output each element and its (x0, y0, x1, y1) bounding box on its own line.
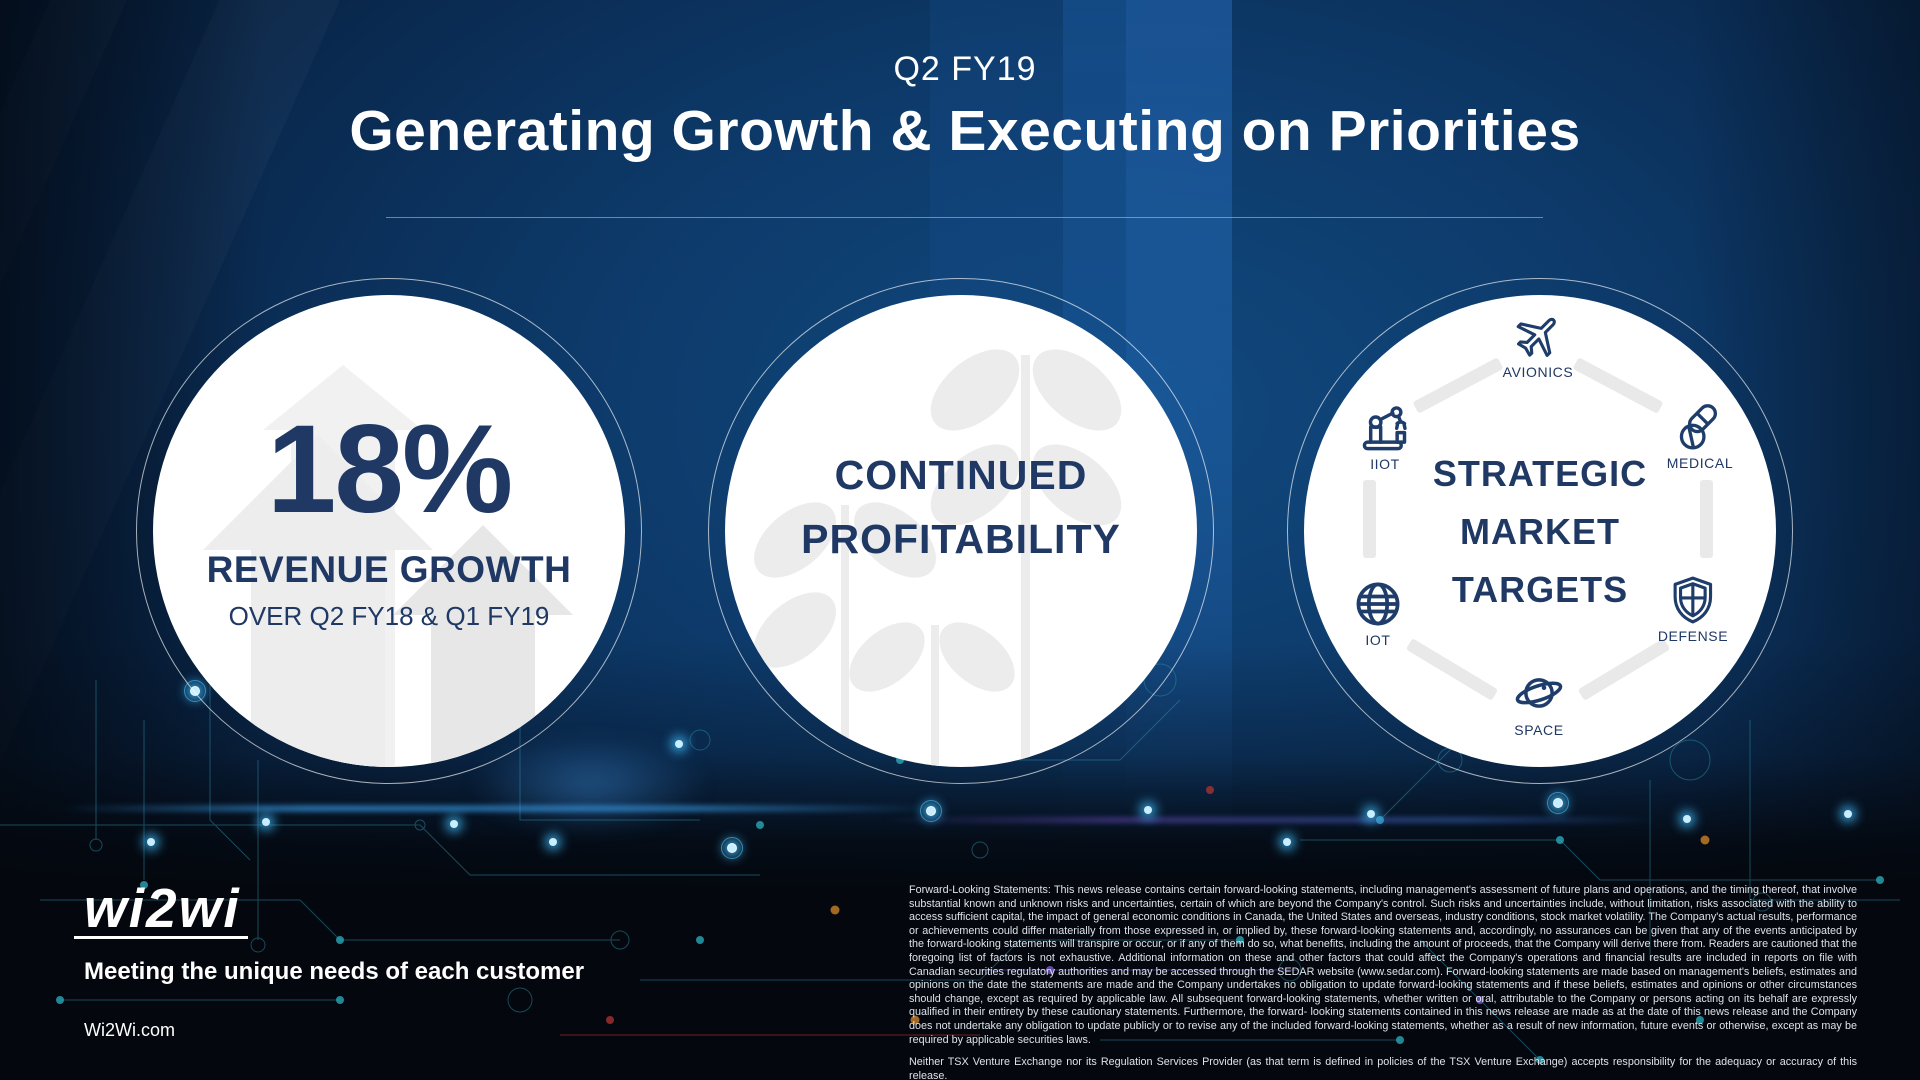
strategic-targets-card: STRATEGIC MARKET TARGETS AVIONICS (1287, 278, 1793, 784)
market-medical: MEDICAL (1667, 402, 1733, 471)
market-avionics: AVIONICS (1503, 311, 1574, 380)
title-divider-line (386, 217, 1543, 218)
growth-arrows-decoration (203, 365, 573, 767)
glow-dot (450, 820, 458, 828)
glow-streak (60, 806, 940, 811)
robot-arm-icon (1362, 406, 1407, 451)
revenue-growth-card: 18% REVENUE GROWTH OVER Q2 FY18 & Q1 FY1… (136, 278, 642, 784)
profitability-line1: CONTINUED (834, 452, 1088, 498)
glow-dot (1144, 806, 1152, 814)
market-label: AVIONICS (1502, 364, 1574, 380)
glow-dot (675, 740, 683, 748)
slide-eyebrow: Q2 FY19 (893, 50, 1037, 88)
hexagon-segment (1405, 638, 1499, 701)
slide-title: Generating Growth & Executing on Priorit… (349, 99, 1581, 163)
market-iot: IOT (1353, 579, 1403, 648)
market-label: IOT (1365, 632, 1391, 648)
glow-dot (147, 838, 155, 846)
hexagon-segment (1700, 480, 1713, 558)
glow-dot (920, 800, 942, 822)
glow-dot (262, 818, 270, 826)
shield-icon (1673, 576, 1713, 624)
market-label: SPACE (1514, 722, 1564, 738)
forward-looking-statements-paragraph: Forward-Looking Statements: This news re… (909, 884, 1857, 1046)
market-label: IIOT (1370, 456, 1400, 472)
hexagon-segment (1577, 638, 1671, 701)
profitability-line2: PROFITABILITY (801, 516, 1121, 562)
glow-dot (1683, 815, 1691, 823)
hexagon-segment (1572, 357, 1664, 414)
glow-dot (549, 838, 557, 846)
glow-dot (1283, 838, 1291, 846)
glow-dot (1844, 810, 1852, 818)
plant-leaves-decoration (754, 349, 1122, 767)
airplane-icon (1516, 317, 1557, 358)
profitability-card: CONTINUED PROFITABILITY (708, 278, 1214, 784)
market-iiot: IIOT (1359, 401, 1411, 472)
legal-disclaimer: Forward-Looking Statements: This news re… (909, 884, 1857, 1080)
logo-underline (74, 936, 248, 939)
glow-dot (1547, 792, 1569, 814)
revenue-growth-label: REVENUE GROWTH (206, 549, 572, 590)
bokeh-glow (470, 735, 710, 835)
globe-icon (1356, 582, 1400, 626)
glow-dot (721, 837, 743, 859)
planet-icon (1515, 678, 1563, 708)
glow-dot (1367, 810, 1375, 818)
targets-title-line3: TARGETS (1451, 569, 1629, 610)
glow-dot (184, 680, 206, 702)
hexagon-segment (1412, 357, 1504, 414)
pills-icon (1680, 404, 1718, 450)
revenue-growth-stat: 18% (266, 400, 513, 539)
market-defense: DEFENSE (1658, 575, 1728, 644)
wi2wi-logo: wi2wi (84, 877, 241, 939)
tsx-disclaimer-paragraph: Neither TSX Venture Exchange nor its Reg… (909, 1056, 1857, 1080)
market-space: SPACE (1514, 669, 1564, 738)
market-label: DEFENSE (1657, 628, 1729, 644)
revenue-growth-sublabel: OVER Q2 FY18 & Q1 FY19 (228, 601, 550, 631)
targets-title-line2: MARKET (1460, 511, 1620, 552)
company-tagline: Meeting the unique needs of each custome… (84, 958, 585, 985)
targets-title-line1: STRATEGIC (1432, 453, 1648, 494)
market-label: MEDICAL (1666, 455, 1734, 471)
glow-streak (880, 818, 1660, 822)
website-url: Wi2Wi.com (84, 1020, 175, 1040)
hexagon-segment (1363, 480, 1376, 558)
